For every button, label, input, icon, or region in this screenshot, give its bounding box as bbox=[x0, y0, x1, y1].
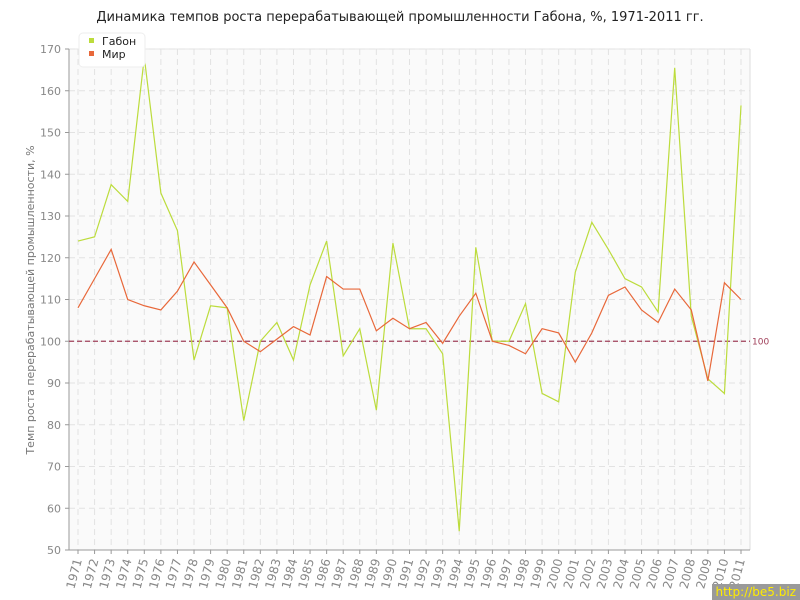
y-tick-label: 60 bbox=[47, 502, 61, 515]
legend-box bbox=[78, 32, 146, 68]
legend-label: Мир bbox=[102, 48, 126, 61]
y-tick-label: 110 bbox=[40, 294, 61, 307]
y-axis-label: Темп роста перерабатывающей промышленнос… bbox=[24, 145, 37, 455]
y-tick-label: 120 bbox=[40, 252, 61, 265]
legend-swatch bbox=[89, 51, 94, 56]
y-tick-label: 70 bbox=[47, 461, 61, 474]
y-tick-label: 100 bbox=[40, 335, 61, 348]
y-tick-label: 150 bbox=[40, 127, 61, 140]
chart-title: Динамика темпов роста перерабатывающей п… bbox=[96, 10, 704, 25]
legend-swatch bbox=[89, 38, 94, 43]
legend-label: Габон bbox=[102, 35, 136, 48]
y-tick-label: 80 bbox=[47, 419, 61, 432]
y-tick-label: 160 bbox=[40, 85, 61, 98]
reference-line-label: 100 bbox=[752, 337, 769, 347]
series-world bbox=[77, 247, 742, 382]
y-tick-label: 90 bbox=[47, 377, 61, 390]
y-tick-label: 130 bbox=[40, 210, 61, 223]
y-tick-label: 50 bbox=[47, 544, 61, 557]
watermark[interactable]: http://be5.biz bbox=[711, 584, 800, 600]
y-tick-label: 140 bbox=[40, 168, 61, 181]
y-tick-label: 170 bbox=[40, 43, 61, 56]
